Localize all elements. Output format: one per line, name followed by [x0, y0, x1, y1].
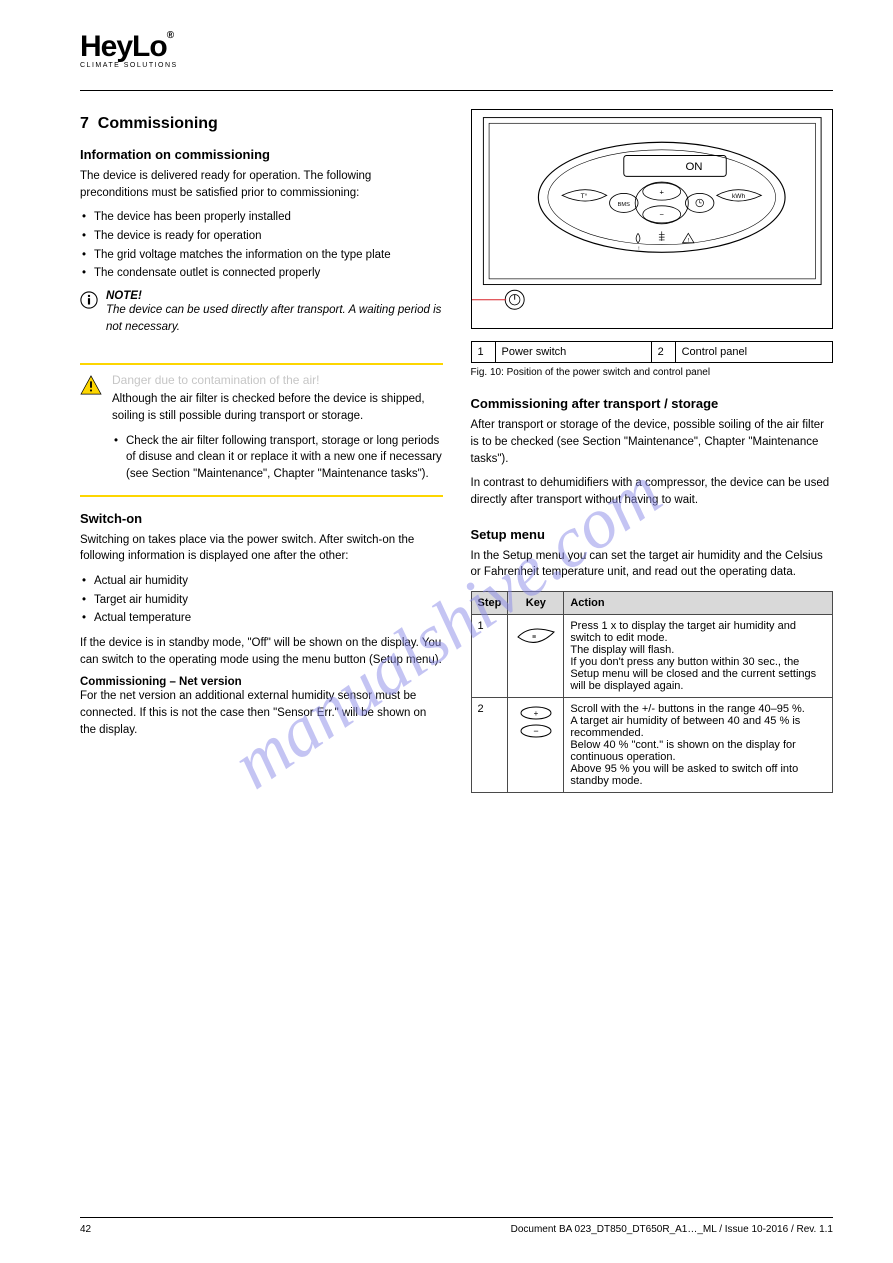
- key-cell: + −: [508, 697, 564, 792]
- legend-text: Power switch: [495, 342, 651, 363]
- note-label: NOTE!: [106, 290, 443, 302]
- info-icon: [80, 291, 98, 309]
- logo-reg: ®: [167, 30, 173, 41]
- doc-id: Document BA 023_DT850_DT650R_A1…_ML / Is…: [511, 1224, 833, 1235]
- page-footer: 42 Document BA 023_DT850_DT650R_A1…_ML /…: [80, 1217, 833, 1235]
- col-action: Action: [564, 591, 833, 614]
- warning-list: Check the air filter following transport…: [112, 433, 443, 483]
- footer-rule: [80, 1217, 833, 1218]
- control-panel-diagram: ON + − T° BMS: [471, 109, 834, 329]
- subheading-switchon: Switch-on: [80, 511, 443, 526]
- svg-text:+: +: [659, 187, 664, 196]
- legend-text: Control panel: [675, 342, 832, 363]
- svg-text:−: −: [659, 210, 664, 219]
- warning-paragraph: Although the air filter is checked befor…: [112, 391, 443, 424]
- section-title: Commissioning: [98, 115, 218, 132]
- switchon-paragraph-2: If the device is in standby mode, "Off" …: [80, 635, 443, 668]
- table-row: 1 ≡ Press 1 x to display the target air …: [471, 614, 833, 697]
- svg-text:≡: ≡: [532, 634, 536, 641]
- note-block: NOTE! The device can be used directly af…: [80, 290, 443, 335]
- header-rule: [80, 90, 833, 91]
- setup-intro: In the Setup menu you can set the target…: [471, 548, 834, 581]
- warning-title: Danger due to contamination of the air!: [112, 373, 443, 387]
- subheading-info: Information on commissioning: [80, 147, 443, 162]
- display-text: ON: [685, 161, 702, 173]
- svg-text:BMS: BMS: [617, 202, 630, 208]
- legend-no: 1: [471, 342, 495, 363]
- subheading-setup: Setup menu: [471, 527, 834, 542]
- legend-no: 2: [651, 342, 675, 363]
- hand-icon: [658, 231, 664, 240]
- transport-paragraph-1: After transport or storage of the device…: [471, 417, 834, 467]
- list-item: The condensate outlet is connected prope…: [80, 265, 443, 282]
- warning-rule-bottom: [80, 495, 443, 497]
- switchon-paragraph: Switching on takes place via the power s…: [80, 532, 443, 565]
- setup-menu-table: Step Key Action 1 ≡ Press 1 x to display…: [471, 591, 834, 793]
- panel-illustration: ON + − T° BMS: [472, 110, 833, 328]
- section-heading: 7 Commissioning: [80, 115, 443, 133]
- list-item: Check the air filter following transport…: [112, 433, 443, 483]
- transport-paragraph-2: In contrast to dehumidifiers with a comp…: [471, 475, 834, 508]
- figure-legend-table: 1 Power switch 2 Control panel: [471, 341, 834, 363]
- precondition-list: The device has been properly installed T…: [80, 209, 443, 282]
- drop-icon: [636, 233, 640, 242]
- list-item: Target air humidity: [80, 592, 443, 609]
- step-cell: 2: [471, 697, 508, 792]
- minus-key-icon: −: [519, 723, 553, 739]
- col-step: Step: [471, 591, 508, 614]
- warning-triangle-icon: [80, 375, 102, 395]
- svg-text:kWh: kWh: [731, 193, 745, 200]
- svg-text:T°: T°: [580, 192, 587, 200]
- menu-key-icon: ≡: [516, 622, 556, 652]
- info-paragraph: The device is delivered ready for operat…: [80, 168, 443, 201]
- table-row: 2 + − Scroll with the +/- buttons in the…: [471, 697, 833, 792]
- svg-text:−: −: [533, 726, 538, 736]
- plus-key-icon: +: [519, 705, 553, 721]
- section-number: 7: [80, 115, 89, 132]
- note-text: The device can be used directly after tr…: [106, 302, 443, 335]
- action-cell: Scroll with the +/- buttons in the range…: [564, 697, 833, 792]
- logo-subtitle: CLIMATE SOLUTIONS: [80, 62, 833, 69]
- warning-block: Danger due to contamination of the air! …: [80, 373, 443, 490]
- logo: HeyLo® CLIMATE SOLUTIONS: [80, 30, 833, 86]
- svg-text:+: +: [534, 709, 539, 718]
- net-subheading: Commissioning – Net version: [80, 676, 443, 688]
- net-paragraph: For the net version an additional extern…: [80, 688, 443, 738]
- svg-text:!: !: [638, 245, 639, 251]
- col-key: Key: [508, 591, 564, 614]
- action-cell: Press 1 x to display the target air humi…: [564, 614, 833, 697]
- list-item: The device is ready for operation: [80, 228, 443, 245]
- step-cell: 1: [471, 614, 508, 697]
- warning-rule-top: [80, 363, 443, 365]
- logo-main: HeyLo: [80, 30, 167, 63]
- page-number: 42: [80, 1224, 91, 1235]
- figure-caption: Fig. 10: Position of the power switch an…: [471, 367, 834, 378]
- logo-wordmark: HeyLo®: [80, 30, 833, 64]
- key-cell: ≡: [508, 614, 564, 697]
- switchon-list: Actual air humidity Target air humidity …: [80, 573, 443, 627]
- subheading-transport: Commissioning after transport / storage: [471, 396, 834, 411]
- list-item: The device has been properly installed: [80, 209, 443, 226]
- list-item: The grid voltage matches the information…: [80, 247, 443, 264]
- list-item: Actual temperature: [80, 610, 443, 627]
- list-item: Actual air humidity: [80, 573, 443, 590]
